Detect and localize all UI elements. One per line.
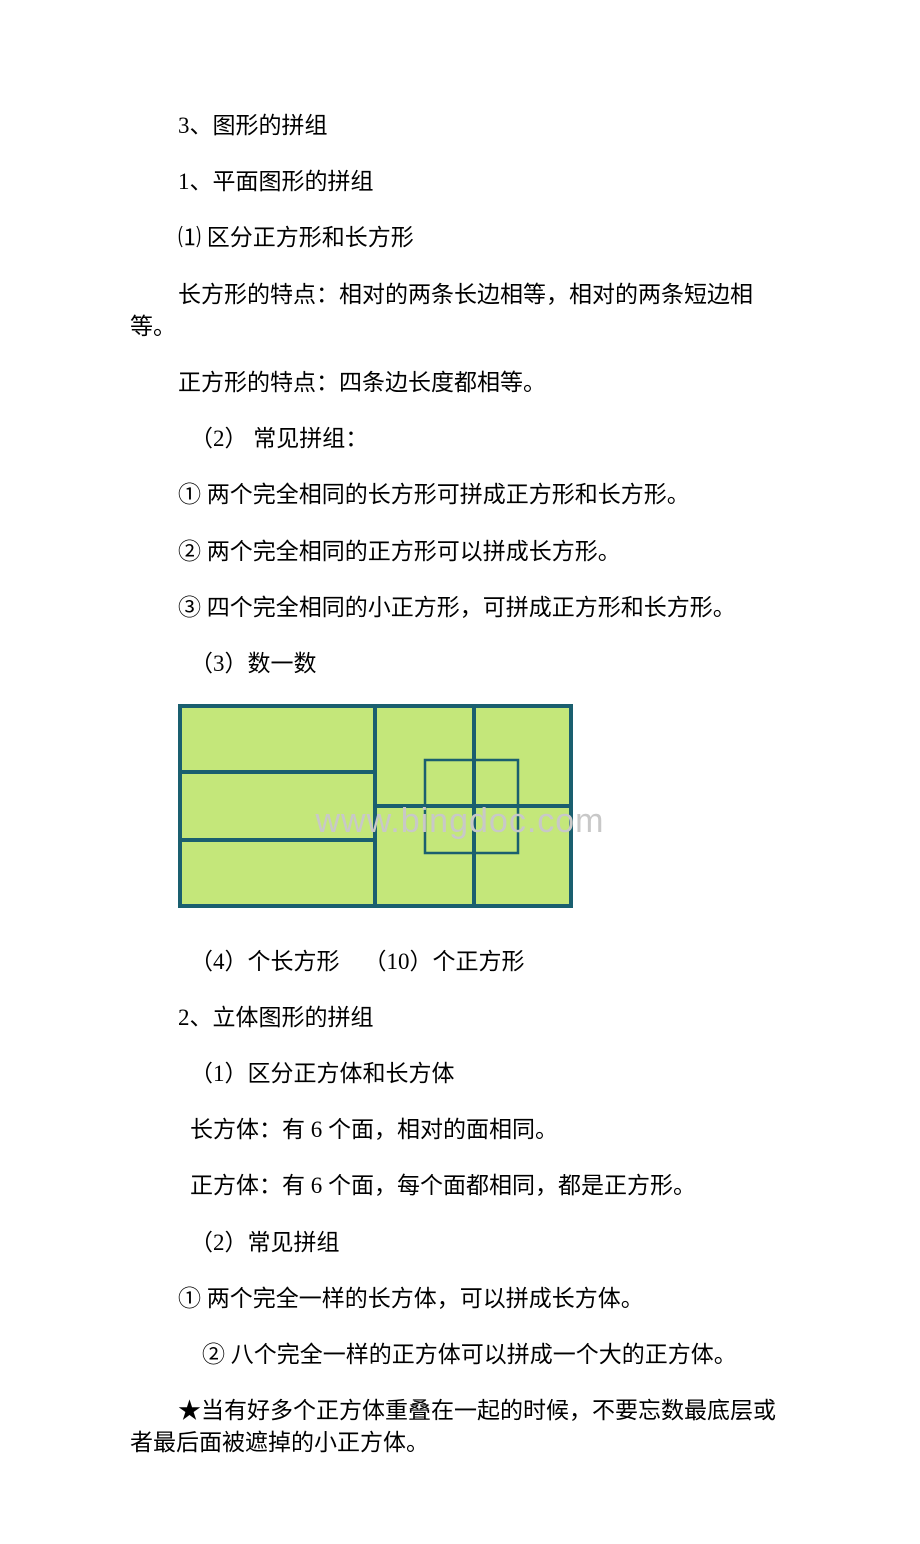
text-line: ⑴ 区分正方形和长方形 bbox=[130, 222, 790, 254]
text-line: 3、图形的拼组 bbox=[130, 110, 790, 142]
text-line: ① 两个完全相同的长方形可拼成正方形和长方形。 bbox=[130, 479, 790, 511]
text-line: （1）区分正方体和长方体 bbox=[130, 1058, 790, 1090]
text-line: 正方体：有 6 个面，每个面都相同，都是正方形。 bbox=[130, 1170, 790, 1202]
text-line: 2、立体图形的拼组 bbox=[130, 1002, 790, 1034]
text-line: ① 两个完全一样的长方体，可以拼成长方体。 bbox=[130, 1283, 790, 1315]
star-icon bbox=[130, 1398, 178, 1423]
text-line: ③ 四个完全相同的小正方形，可拼成正方形和长方形。 bbox=[130, 592, 790, 624]
text-line: ② 两个完全相同的正方形可以拼成长方形。 bbox=[130, 536, 790, 568]
answer-rectangles: （4）个长方形 bbox=[190, 949, 340, 974]
note-text: ★当有好多个正方体重叠在一起的时候，不要忘数最底层或者最后面被遮掉的小正方体。 bbox=[130, 1398, 776, 1455]
text-line: 正方形的特点：四条边长度都相等。 bbox=[130, 367, 790, 399]
text-line: （2） 常见拼组： bbox=[130, 423, 790, 455]
text-line: 长方体：有 6 个面，相对的面相同。 bbox=[130, 1114, 790, 1146]
text-line: 长方形的特点：相对的两条长边相等，相对的两条短边相等。 bbox=[130, 279, 790, 343]
answer-squares: （10）个正方形 bbox=[364, 949, 525, 974]
text-line: （2）常见拼组 bbox=[130, 1227, 790, 1259]
diagram-svg bbox=[178, 704, 573, 908]
text-line: ② 八个完全一样的正方体可以拼成一个大的正方体。 bbox=[130, 1339, 790, 1371]
text-line: 1、平面图形的拼组 bbox=[130, 166, 790, 198]
text-line-note: ★当有好多个正方体重叠在一起的时候，不要忘数最底层或者最后面被遮掉的小正方体。 bbox=[130, 1395, 790, 1459]
shapes-diagram bbox=[178, 704, 573, 908]
text-line: （3）数一数 bbox=[130, 648, 790, 680]
text-line: （4）个长方形 （10）个正方形 bbox=[130, 946, 790, 978]
